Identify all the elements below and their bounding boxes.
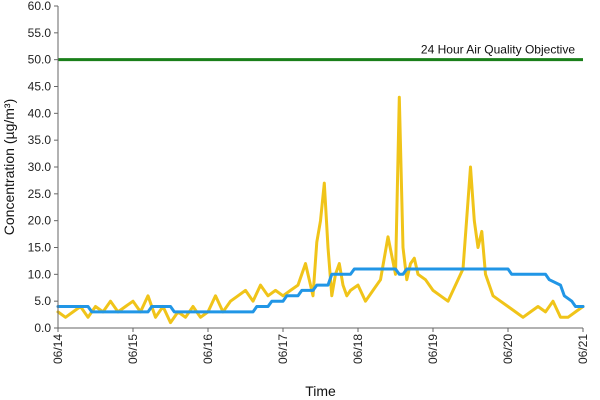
y-tick-label: 25.0 xyxy=(28,187,52,201)
y-tick-label: 55.0 xyxy=(28,26,52,40)
x-tick-label: 06/19 xyxy=(426,334,440,364)
y-tick-label: 15.0 xyxy=(28,241,52,255)
series-line-1 xyxy=(56,95,585,325)
x-tick-label: 06/21 xyxy=(576,334,590,364)
objective-label: 24 Hour Air Quality Objective xyxy=(421,43,575,57)
x-tick-label: 06/18 xyxy=(351,334,365,364)
series-line-2 xyxy=(56,267,585,314)
y-tick-label: 10.0 xyxy=(28,267,52,281)
y-axis-ticks: 0.0 5.0 10.0 15.0 20.0 25.0 30.0 35.0 40.0 45.0 50… xyxy=(28,0,58,335)
plot-area xyxy=(56,58,585,325)
y-tick-label: 50.0 xyxy=(28,53,52,67)
y-tick-label: 0.0 xyxy=(34,321,51,335)
y-tick-label: 45.0 xyxy=(28,80,52,94)
y-tick-label: 60.0 xyxy=(28,0,52,13)
x-tick-label: 06/20 xyxy=(501,334,515,364)
y-tick-label: 20.0 xyxy=(28,214,52,228)
x-axis-ticks: 06/14 06/15 06/16 06/17 06/18 06/19 06/20 06/21 xyxy=(51,328,590,364)
x-tick-label: 06/14 xyxy=(51,334,65,364)
y-tick-label: 40.0 xyxy=(28,106,52,120)
y-tick-label: 5.0 xyxy=(34,294,51,308)
y-tick-label: 30.0 xyxy=(28,160,52,174)
x-tick-label: 06/15 xyxy=(126,334,140,364)
x-tick-label: 06/17 xyxy=(276,334,290,364)
y-tick-label: 35.0 xyxy=(28,133,52,147)
y-axis-title: Concentration (µg/m³) xyxy=(1,99,17,235)
x-tick-label: 06/16 xyxy=(201,334,215,364)
x-axis-title: Time xyxy=(305,383,336,399)
